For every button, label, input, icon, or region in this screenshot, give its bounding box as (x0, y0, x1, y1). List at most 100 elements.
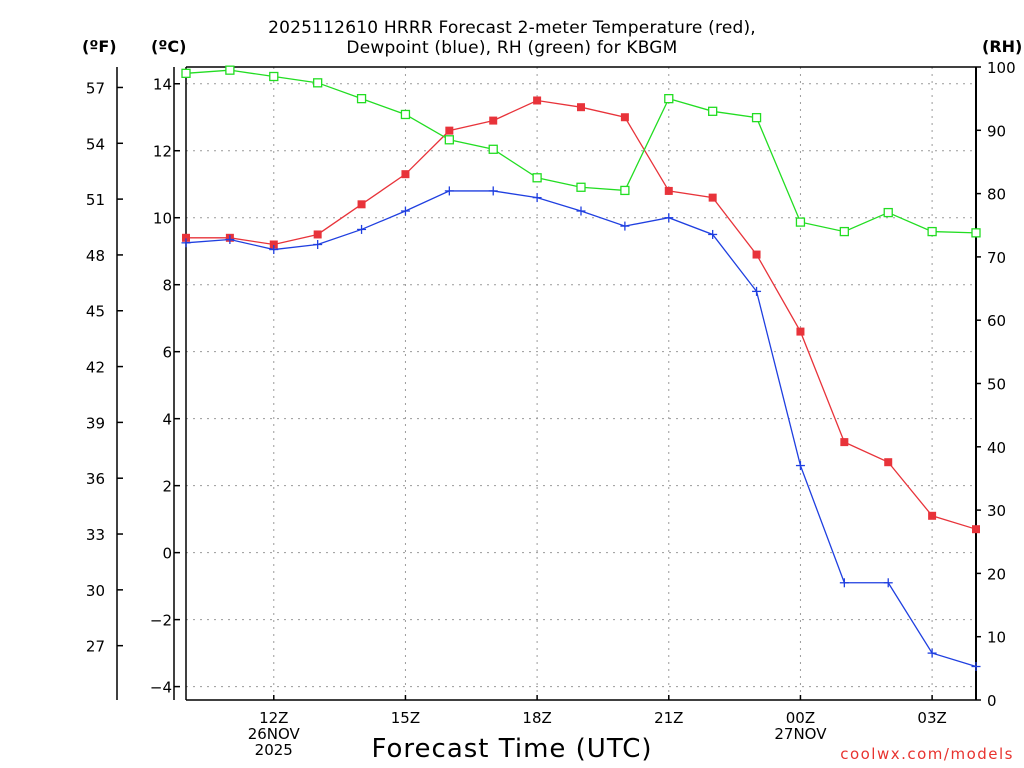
rh-point (927, 226, 937, 237)
rh-tick-label: 70 (987, 249, 1006, 267)
celsius-tick-label: 10 (153, 210, 172, 228)
temperature-point (445, 126, 454, 135)
dewpoint-point (357, 224, 367, 234)
x-tick-label: 03Z (917, 709, 946, 727)
rh-point (971, 228, 981, 238)
dewpoint-point (795, 461, 805, 471)
rh-point (620, 185, 630, 196)
temperature-point (401, 170, 410, 179)
celsius-tick-label: 0 (162, 545, 172, 563)
celsius-tick-label: 12 (153, 143, 172, 161)
rh-tick-label: 10 (987, 629, 1006, 647)
rh-point (751, 112, 762, 123)
fahrenheit-tick-label: 54 (86, 135, 105, 153)
celsius-tick-label: 8 (162, 277, 172, 295)
chart-title-line-2: Dewpoint (blue), RH (green) for KBGM (346, 38, 678, 58)
fahrenheit-tick-label: 51 (86, 191, 105, 209)
dewpoint-point (927, 648, 937, 658)
rh-point (400, 109, 411, 120)
rh-point (444, 135, 454, 145)
rh-point (883, 207, 893, 218)
temperature-point (840, 438, 849, 447)
dewpoint-point (181, 238, 191, 248)
fahrenheit-tick-label: 30 (86, 582, 105, 600)
fahrenheit-tick-label: 42 (86, 359, 105, 377)
x-tick-label: 26NOV (248, 725, 301, 743)
dewpoint-point (839, 578, 849, 588)
x-tick-label: 12Z (259, 709, 288, 727)
dewpoint-point (971, 662, 981, 672)
temperature-point (577, 103, 585, 112)
rh-tick-label: 60 (987, 312, 1006, 330)
fahrenheit-tick-label: 48 (86, 247, 105, 265)
dewpoint-point (225, 234, 235, 244)
rh-point (795, 217, 806, 227)
temperature-line (186, 99, 977, 530)
x-tick-label: 18Z (522, 709, 551, 727)
rh-point (181, 68, 191, 78)
rh-tick-label: 0 (987, 692, 997, 710)
x-tick-label: 00Z (786, 709, 815, 727)
fahrenheit-tick-label: 45 (86, 303, 105, 321)
fahrenheit-tick-label: 39 (86, 414, 105, 432)
rh-point (708, 106, 718, 116)
temperature-point (182, 233, 190, 242)
rh-point (532, 173, 542, 183)
celsius-tick-label: 4 (162, 411, 172, 429)
rh-point (488, 144, 498, 154)
rh-tick-label: 100 (987, 59, 1016, 77)
temperature-point (928, 511, 937, 520)
series-temperature (182, 96, 980, 534)
rh-tick-label: 80 (987, 186, 1006, 204)
temperature-point (708, 193, 717, 202)
source-credit: coolwx.com/models (840, 745, 1014, 763)
temperature-point (357, 200, 366, 209)
fahrenheit-tick-label: 57 (86, 79, 105, 97)
celsius-unit-label: (ºC) (151, 37, 187, 56)
rh-point (576, 182, 586, 192)
fahrenheit-tick-label: 36 (86, 470, 105, 488)
rh-point (269, 71, 279, 82)
series-layer (181, 65, 981, 672)
celsius-tick-label: −2 (150, 612, 172, 630)
rh-point (839, 226, 849, 237)
dewpoint-point (576, 206, 586, 216)
fahrenheit-tick-label: 33 (86, 526, 105, 544)
dewpoint-line (185, 190, 977, 668)
celsius-tick-label: −4 (150, 679, 172, 697)
temperature-point (313, 230, 322, 239)
axes: −4 −2 0 2 4 6 8 10 12 14 27 30 33 36 39 42 45 48 51 54 57 0 10… (86, 59, 1016, 759)
dewpoint-point (708, 229, 718, 239)
temperature-point (269, 240, 278, 249)
celsius-tick-label: 2 (162, 478, 172, 496)
dewpoint-point (664, 213, 674, 223)
rh-tick-label: 90 (987, 122, 1006, 140)
rh-point (356, 94, 367, 104)
dewpoint-point (313, 240, 323, 250)
chart-title-line-1: 2025112610 HRRR Forecast 2-meter Tempera… (268, 18, 756, 38)
celsius-tick-label: 14 (153, 76, 172, 94)
x-tick-label: 15Z (391, 709, 420, 727)
fahrenheit-tick-label: 27 (86, 638, 105, 656)
temperature-point (972, 525, 980, 534)
temperature-point (489, 116, 498, 125)
dewpoint-point (532, 193, 542, 203)
grid-lines (186, 67, 976, 700)
temperature-point (752, 250, 761, 259)
celsius-tick-label: 6 (162, 344, 172, 362)
rh-unit-label: (RH) (982, 37, 1023, 56)
temperature-point (664, 186, 673, 195)
rh-tick-label: 50 (987, 376, 1006, 394)
temperature-point (796, 327, 805, 336)
x-axis-label: Forecast Time (UTC) (371, 734, 653, 764)
dewpoint-point (883, 578, 893, 588)
rh-tick-label: 20 (987, 565, 1006, 583)
rh-point (664, 94, 674, 104)
rh-point (225, 65, 235, 75)
temperature-point (533, 96, 542, 105)
series-rh (181, 65, 981, 238)
dewpoint-point (400, 206, 410, 216)
rh-tick-label: 40 (987, 439, 1006, 457)
temperature-point (884, 458, 893, 467)
rh-tick-label: 30 (987, 502, 1006, 520)
